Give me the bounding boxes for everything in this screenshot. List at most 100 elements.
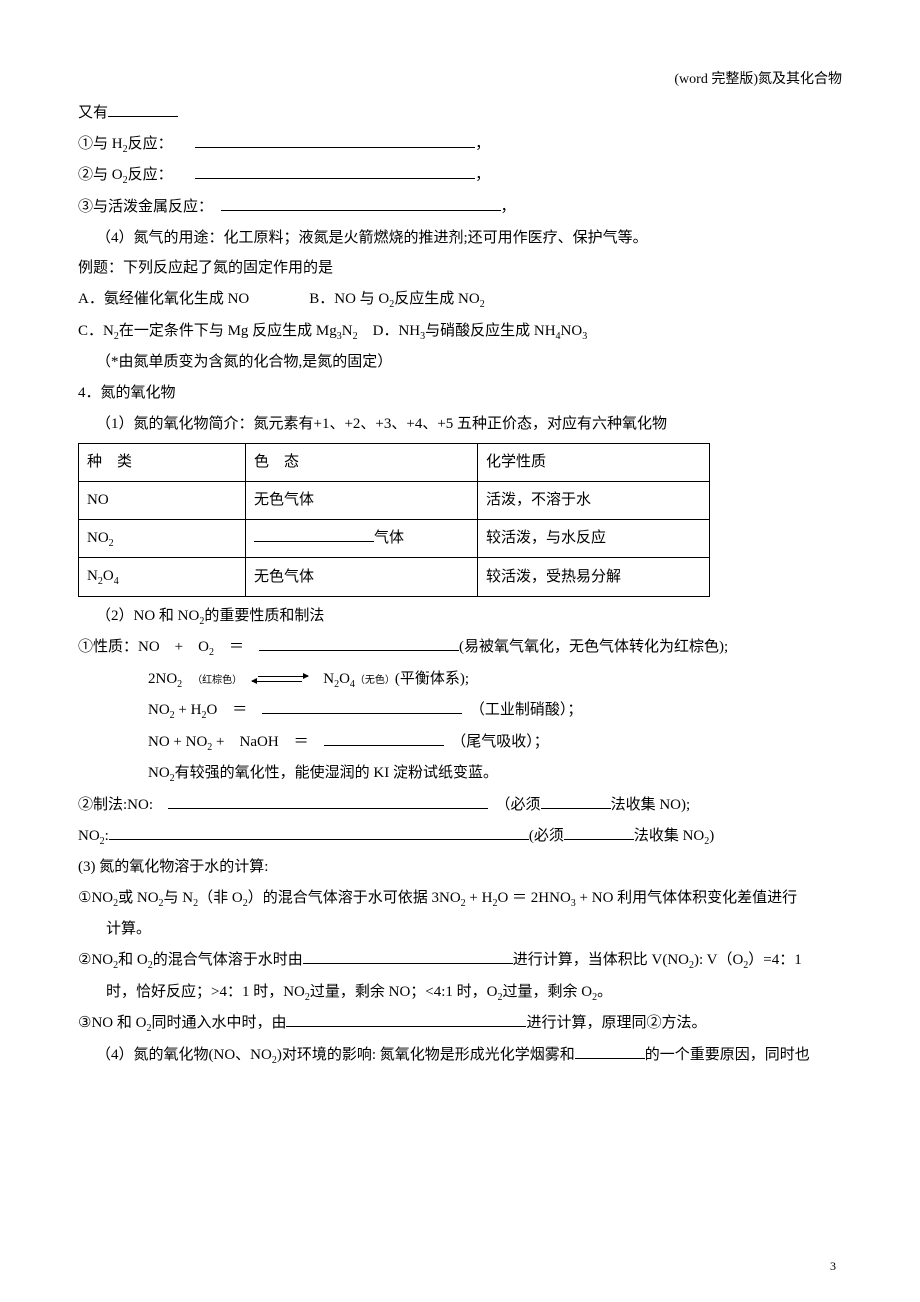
text: 与 N — [164, 890, 194, 906]
text: D．NH — [358, 323, 421, 339]
text: (平衡体系); — [395, 671, 469, 687]
page-number: 3 — [830, 1259, 836, 1274]
blank — [259, 637, 459, 652]
text: (易被氧气氧化，无色气体转化为红棕色); — [459, 639, 728, 655]
line-prop4: NO + NO2 + NaOH ＝ （尾气吸收）； — [78, 727, 842, 759]
text: 时，恰好反应；>4：1 时，NO — [106, 984, 305, 1000]
blank — [195, 165, 475, 180]
text: + H — [466, 890, 493, 906]
text: 反应： — [128, 167, 166, 183]
text: ①与 H — [78, 136, 123, 152]
text: ②制法:NO: — [78, 797, 153, 813]
text: （无色） — [355, 675, 395, 686]
text: ③NO 和 O — [78, 1015, 146, 1031]
table-cell: 较活泼，受热易分解 — [478, 558, 710, 597]
text: （2）NO 和 NO — [96, 608, 199, 624]
table-row: NO2 气体 较活泼，与水反应 — [79, 519, 710, 558]
text: ③与活泼金属反应： — [78, 199, 206, 215]
text: 过量，剩余 O — [503, 984, 593, 1000]
line-calc2b: 时，恰好反应；>4：1 时，NO2过量，剩余 NO；<4:1 时，O2过量，剩余… — [78, 977, 842, 1009]
text: （必须 — [503, 797, 541, 813]
text: ， — [501, 199, 516, 215]
line-calc1: ①NO2或 NO2与 N2（非 O2）的混合气体溶于水可依据 3NO2 + H2… — [78, 883, 842, 915]
table-cell: 气体 — [246, 519, 478, 558]
table-cell: 无色气体 — [246, 558, 478, 597]
text: 反应： — [128, 136, 166, 152]
text: 法收集 NO — [634, 828, 704, 844]
text: NO — [561, 323, 583, 339]
text: 气体 — [374, 530, 404, 546]
text: 和 O — [118, 952, 148, 968]
text: ①性质：NO + O — [78, 639, 209, 655]
text: 法收集 NO); — [611, 797, 691, 813]
blank — [564, 825, 634, 840]
text: 或 NO — [118, 890, 158, 906]
line-oxide-intro: （1）氮的氧化物简介：氮元素有+1、+2、+3、+4、+5 五种正价态，对应有六… — [78, 409, 842, 440]
line-prop3: NO2 + H2O ＝ （工业制硝酸）； — [78, 695, 842, 727]
blank — [575, 1044, 645, 1059]
text: C．N — [78, 323, 114, 339]
text: （尾气吸收）； — [459, 734, 549, 750]
line-prop1: ①性质：NO + O2 ＝ (易被氧气氧化，无色气体转化为红棕色); — [78, 632, 842, 664]
text: (必须 — [529, 828, 564, 844]
line-react-metal: ③与活泼金属反应： ， — [78, 192, 842, 223]
blank — [168, 794, 488, 809]
text: O ＝ — [206, 702, 262, 718]
text: A．氨经催化氧化生成 NO — [78, 291, 249, 307]
line-sec2: （2）NO 和 NO2的重要性质和制法 — [78, 601, 842, 633]
text: ①NO — [78, 890, 113, 906]
text: 反应生成 NO — [394, 291, 479, 307]
text: NO — [148, 765, 170, 781]
text: ， — [475, 167, 490, 183]
line-note: （*由氮单质变为含氮的化合物,是氮的固定） — [78, 347, 842, 378]
text: ）=4：1 — [748, 952, 801, 968]
sub: 2 — [109, 538, 114, 549]
table-row: NO 无色气体 活泼，不溶于水 — [79, 482, 710, 520]
sub: 2 — [177, 679, 182, 690]
text: 的一个重要原因，同时也 — [645, 1047, 810, 1063]
text: NO — [87, 530, 109, 546]
text: ②与 O — [78, 167, 123, 183]
text: ）的混合气体溶于水可依据 3NO — [248, 890, 461, 906]
text: NO + NO — [148, 734, 207, 750]
text: （非 O — [198, 890, 243, 906]
line-calc1b: 计算。 — [78, 914, 842, 945]
text: 2NO — [148, 671, 177, 687]
table-cell: NO — [79, 482, 246, 520]
text: 与硝酸反应生成 NH — [425, 323, 555, 339]
line-calc-head: (3) 氮的氧化物溶于水的计算: — [78, 852, 842, 883]
text: + NaOH ＝ — [212, 734, 323, 750]
line-react-o2: ②与 O2反应： ， — [78, 160, 842, 192]
sub: 3 — [582, 331, 587, 342]
table-cell: 无色气体 — [246, 482, 478, 520]
text: （红棕色） — [197, 675, 237, 686]
table-row: N2O4 无色气体 较活泼，受热易分解 — [79, 558, 710, 597]
text: 同时通入水中时，由 — [151, 1015, 286, 1031]
text: )对环境的影响: 氮氧化物是形成光化学烟雾和 — [277, 1047, 575, 1063]
blank — [262, 700, 462, 715]
text: ， — [475, 136, 490, 152]
blank — [221, 196, 501, 211]
line-calc3: ③NO 和 O2同时通入水中时，由进行计算，原理同②方法。 — [78, 1008, 842, 1040]
oxide-table: 种 类 色 态 化学性质 NO 无色气体 活泼，不溶于水 NO2 气体 较活泼，… — [78, 443, 710, 597]
table-row: 种 类 色 态 化学性质 — [79, 444, 710, 482]
text: 又有 — [78, 105, 108, 121]
text: ): V（O — [694, 952, 743, 968]
table-cell: 活泼，不溶于水 — [478, 482, 710, 520]
line-env: （4）氮的氧化物(NO、NO2)对环境的影响: 氮氧化物是形成光化学烟雾和的一个… — [78, 1040, 842, 1072]
text: O — [339, 671, 350, 687]
blank — [108, 103, 178, 118]
text: 。 — [597, 984, 612, 1000]
line-calc2: ②NO2和 O2的混合气体溶于水时由进行计算，当体积比 V(NO2): V（O2… — [78, 945, 842, 977]
text: 进行计算，当体积比 V(NO — [513, 952, 689, 968]
text: + H — [175, 702, 202, 718]
text: N — [87, 568, 98, 584]
text: 过量，剩余 NO；<4:1 时，O — [310, 984, 498, 1000]
line-opt-cd: C．N2在一定条件下与 Mg 反应生成 Mg3N2 D．NH3与硝酸反应生成 N… — [78, 316, 842, 348]
text: N — [342, 323, 353, 339]
text: O — [103, 568, 114, 584]
text: ) — [709, 828, 714, 844]
line-youyou: 又有 — [78, 98, 842, 129]
text: + NO 利用气体体积变化差值进行 — [576, 890, 797, 906]
table-cell: 色 态 — [246, 444, 478, 482]
